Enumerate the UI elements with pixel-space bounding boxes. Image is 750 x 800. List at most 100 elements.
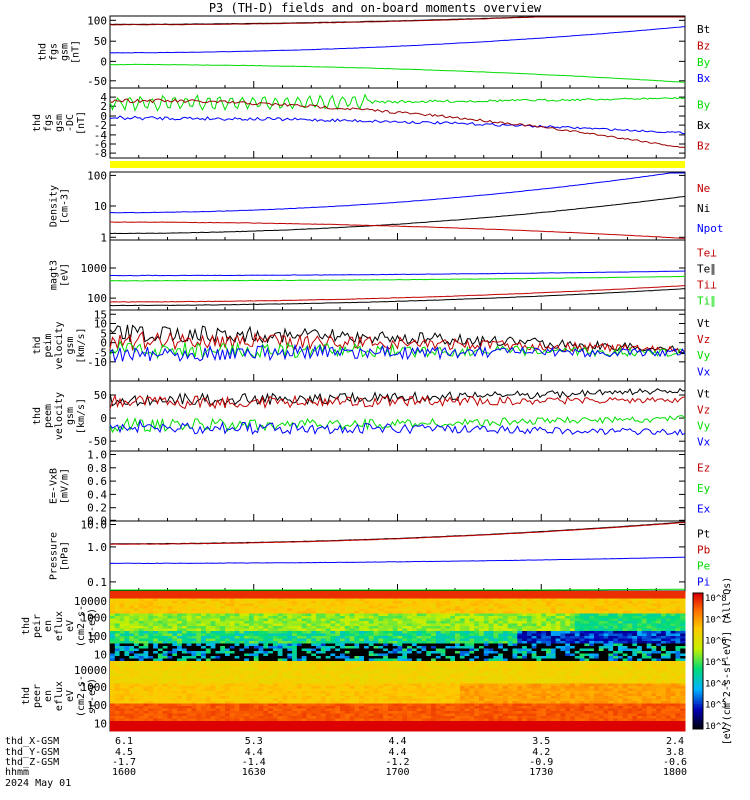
spectrogram-cell: [387, 661, 394, 664]
spectrogram-cell: [522, 608, 528, 612]
spectrogram-cell: [258, 663, 264, 667]
spectrogram-cell: [287, 603, 293, 607]
spectrogram-cell: [483, 646, 490, 649]
y-tick-label: 0.2: [87, 502, 107, 515]
spectrogram-cell: [512, 616, 518, 619]
spectrogram-cell: [359, 636, 365, 639]
spectrogram-cell: [507, 596, 513, 599]
spectrogram-cell: [363, 661, 370, 664]
spectrogram-cell: [172, 646, 178, 649]
spectrogram-cell: [531, 656, 537, 659]
spectrogram-cell: [565, 668, 571, 672]
spectrogram-cell: [330, 598, 336, 602]
spectrogram-cell: [292, 671, 298, 674]
spectrogram-cell: [225, 623, 231, 627]
spectrogram-cell: [584, 683, 590, 687]
spectrogram-cell: [608, 606, 614, 609]
legend-entry: Ne: [697, 182, 710, 195]
spectrogram-cell: [665, 638, 672, 642]
spectrogram-cell: [354, 656, 360, 659]
spectrogram-cell: [172, 643, 178, 647]
spectrogram-cell: [464, 681, 470, 684]
spectrogram-cell: [661, 658, 667, 662]
spectrogram-cell: [148, 611, 154, 614]
spectrogram-cell: [239, 641, 245, 644]
spectrogram-cell: [459, 671, 466, 674]
spectrogram-cell: [603, 611, 609, 614]
spectrogram-cell: [536, 636, 542, 639]
spectrogram-cell: [153, 628, 159, 632]
spectrogram-cell: [325, 666, 331, 669]
spectrogram-cell: [474, 616, 480, 619]
spectrogram-cell: [248, 596, 255, 599]
spectrogram-cell: [450, 638, 456, 642]
spectrogram-cell: [431, 601, 437, 604]
spectrogram-cell: [215, 626, 221, 629]
spectrogram-cell: [574, 608, 581, 612]
spectrogram-cell: [641, 673, 648, 677]
spectrogram-cell: [157, 651, 164, 654]
spectrogram-cell: [541, 611, 547, 614]
spectrogram-cell: [665, 646, 672, 649]
spectrogram-cell: [526, 618, 533, 622]
spectrogram-cell: [641, 653, 648, 657]
spectrogram-cell: [167, 606, 173, 609]
spectrogram-cell: [584, 633, 590, 637]
spectrogram-cell: [632, 623, 638, 627]
spectrogram-cell: [124, 648, 130, 652]
spectrogram-cell: [656, 653, 662, 657]
spectrogram-cell: [153, 591, 159, 594]
spectrogram-cell: [229, 653, 236, 657]
legend-entry: Pi: [697, 575, 710, 588]
spectrogram-cell: [517, 631, 523, 634]
spectrogram-cell: [478, 608, 485, 612]
spectrogram-cell: [263, 618, 269, 622]
spectrogram-cell: [483, 623, 490, 627]
spectrogram-cell: [617, 651, 624, 654]
spectrogram-cell: [651, 653, 657, 657]
spectrogram-cell: [478, 661, 485, 664]
y-axis-label: [eV]: [60, 263, 71, 287]
spectrogram-cell: [474, 636, 480, 639]
spectrogram-cell: [613, 616, 619, 619]
spectrogram-cell: [215, 673, 221, 677]
spectrogram-cell: [215, 616, 221, 619]
spectrogram-cell: [191, 673, 197, 677]
spectrogram-cell: [239, 651, 245, 654]
spectrogram-cell: [627, 676, 633, 679]
spectrogram-cell: [340, 683, 346, 687]
spectrogram-cell: [431, 641, 437, 644]
spectrogram-cell: [148, 601, 154, 604]
spectrogram-cell: [177, 678, 183, 682]
spectrogram-cell: [546, 671, 552, 674]
spectrogram-cell: [670, 633, 676, 637]
spectrogram-cell: [349, 591, 355, 594]
spectrogram-cell: [407, 653, 413, 657]
spectrogram-cell: [359, 601, 365, 604]
spectrogram-cell: [311, 661, 317, 664]
spectrogram-cell: [574, 591, 581, 594]
spectrogram-cell: [306, 661, 312, 664]
spectrogram-cell: [162, 681, 168, 684]
spectrogram-cell: [392, 596, 398, 599]
spectrogram-cell: [229, 683, 236, 687]
spectrogram-cell: [502, 611, 509, 614]
spectrogram-cell: [340, 628, 346, 632]
spectrogram-cell: [124, 673, 130, 677]
spectrogram-cell: [421, 641, 427, 644]
spectrogram-cell: [368, 633, 375, 637]
spectrogram-cell: [196, 643, 202, 647]
spectrogram-cell: [464, 601, 470, 604]
series-line-Ti⊥: [109, 285, 686, 303]
y-tick-label: 100: [87, 699, 107, 712]
spectrogram-cell: [435, 603, 442, 607]
spectrogram-cell: [426, 611, 432, 614]
spectrogram-cell: [181, 646, 188, 649]
spectrogram-cell: [387, 616, 394, 619]
spectrogram-cell: [411, 618, 418, 622]
spectrogram-cell: [148, 656, 154, 659]
spectrogram-cell: [287, 606, 293, 609]
series-line-Bx: [109, 115, 685, 135]
spectrogram-cell: [138, 616, 145, 619]
spectrogram-cell: [330, 618, 336, 622]
